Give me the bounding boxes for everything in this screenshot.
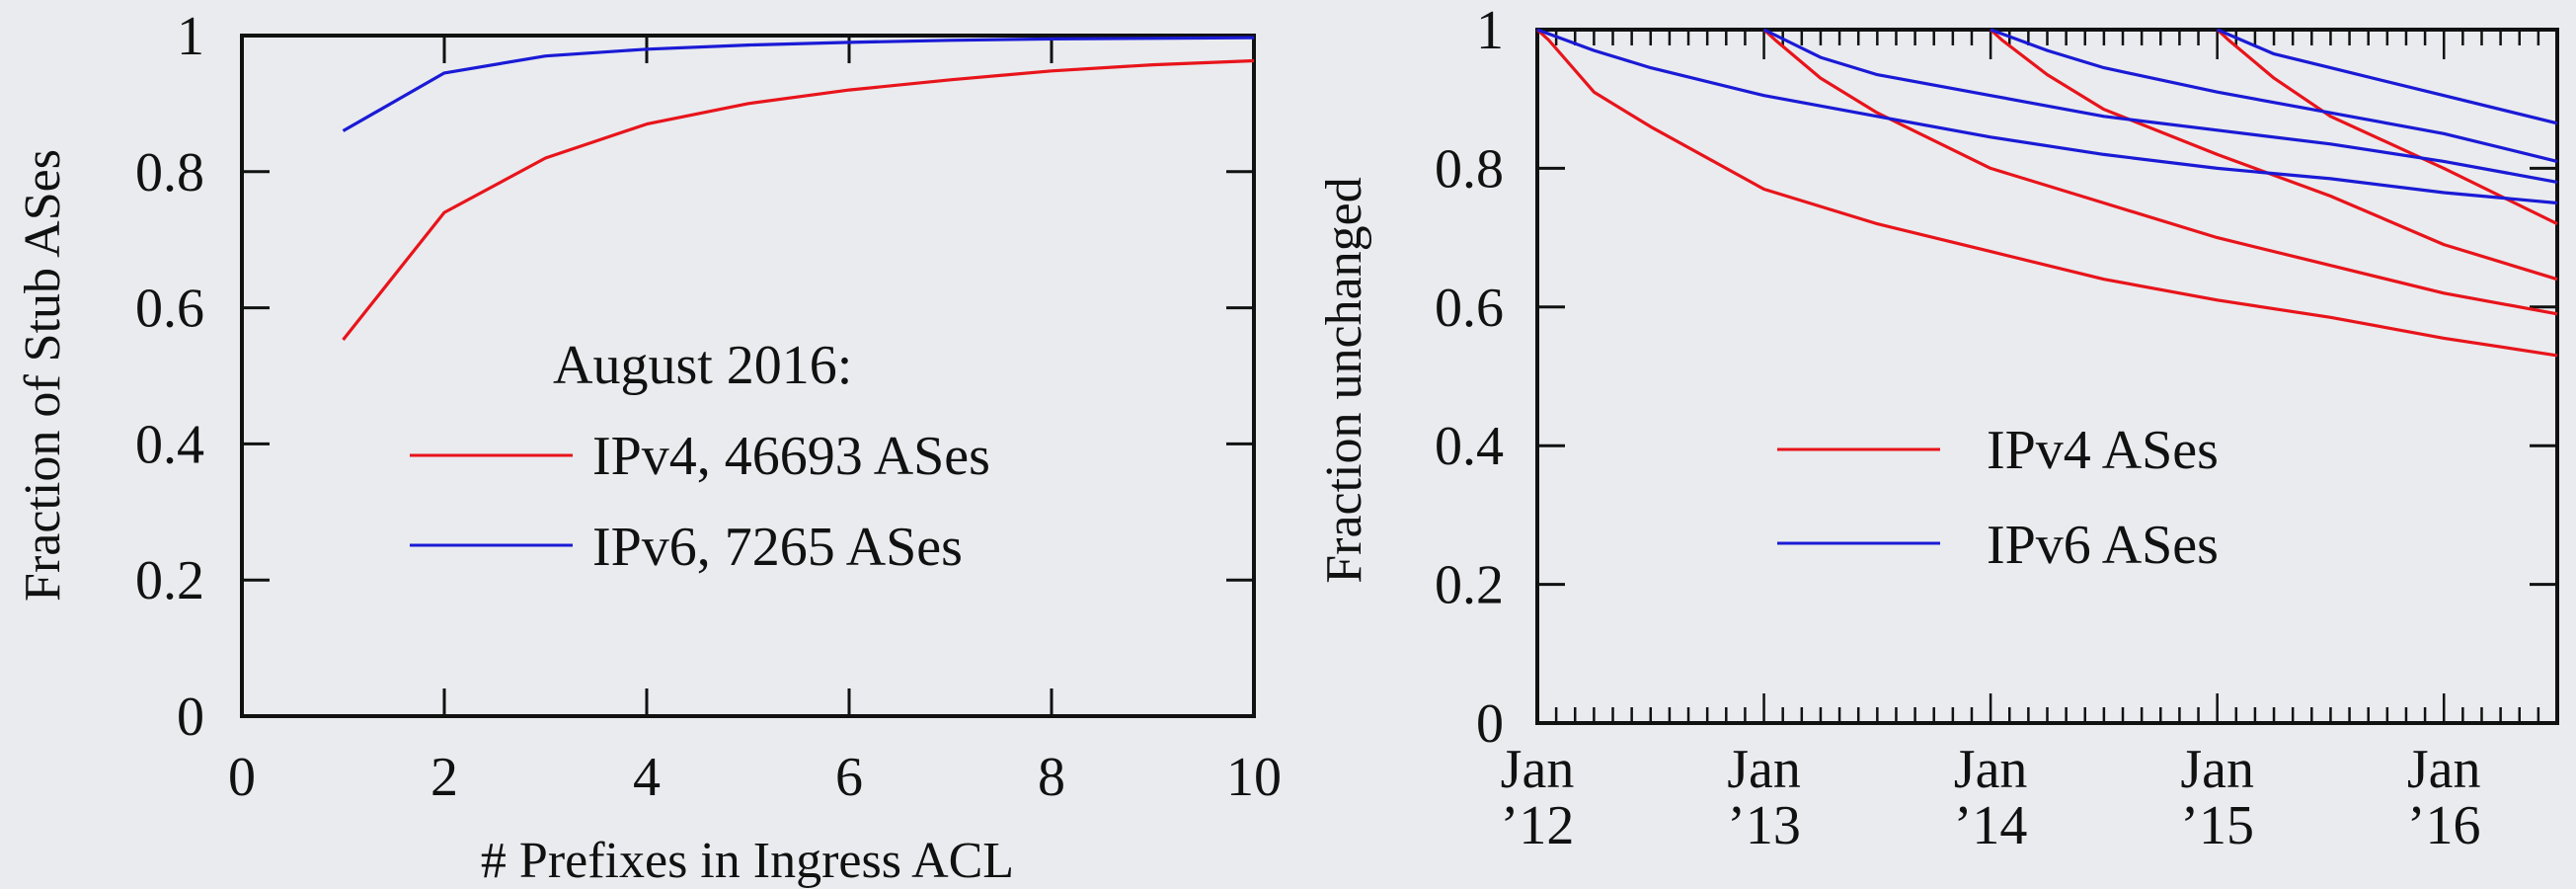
chart2-y-tick-label: 0.2 xyxy=(1435,555,1504,616)
chart2-x-tick-label-year: ’14 xyxy=(1954,795,2028,856)
chart2-y-tick-label: 0.4 xyxy=(1435,416,1504,477)
chart1-series-line-ipv6 xyxy=(342,36,1255,132)
chart1-x-tick-label: 10 xyxy=(1226,747,1282,808)
chart2-series xyxy=(1535,28,2558,358)
chart2-x-tick-label-month: Jan xyxy=(2407,739,2481,800)
chart1-x-tick-label: 2 xyxy=(430,747,458,808)
chart2-series-line-ipv4-2014-01 xyxy=(1990,28,2558,282)
chart1-legend-label-ipv4: IPv4, 46693 ASes xyxy=(592,426,990,487)
chart1-series xyxy=(342,36,1255,341)
chart2-series-line-ipv6-2015-01 xyxy=(2217,28,2558,125)
chart2-y-axis: 0 0.2 0.4 0.6 0.8 1 xyxy=(1435,0,2557,755)
chart2-x-tick-label-month: Jan xyxy=(2180,739,2254,800)
chart2-x-tick-label-year: ’12 xyxy=(1501,795,1575,856)
chart1-x-tick-label: 0 xyxy=(228,747,256,808)
chart1-frame xyxy=(240,34,1256,718)
chart2-series-line-ipv4-2012-01 xyxy=(1535,28,2558,358)
chart2-y-tick-label: 1 xyxy=(1476,0,1504,61)
chart2-y-tick-label: 0.8 xyxy=(1435,138,1504,200)
chart1-y-axis: 0 0.2 0.4 0.6 0.8 1 xyxy=(135,6,1254,748)
chart2-series-line-ipv6-2014-01 xyxy=(1990,28,2558,163)
chart2-x-tick-label-month: Jan xyxy=(1727,739,1801,800)
chart1-y-tick-label: 1 xyxy=(177,6,204,67)
chart1-x-tick-label: 4 xyxy=(633,747,661,808)
chart2-x-tick-label-month: Jan xyxy=(1501,739,1575,800)
chart2-series-line-ipv6-2012-01 xyxy=(1536,28,2558,205)
chart1-legend-label-ipv6: IPv6, 7265 ASes xyxy=(592,517,963,578)
chart2-legend: IPv4 ASes IPv6 ASes xyxy=(1777,420,2219,576)
chart1-y-axis-title: Fraction of Stub ASes xyxy=(15,149,71,602)
chart2-y-tick-label: 0 xyxy=(1476,693,1504,755)
chart1-y-tick-label: 0.4 xyxy=(135,414,204,475)
chart2-x-tick-label-year: ’13 xyxy=(1727,795,1801,856)
chart1-x-tick-label: 6 xyxy=(835,747,863,808)
chart2-y-axis-title: Fraction unchanged xyxy=(1316,177,1372,584)
chart2-series-line-ipv4-2013-01 xyxy=(1762,28,2558,316)
chart-fraction-unchanged: 00.20.40.60.81 Jan’12Jan’13Jan’14Jan’15J… xyxy=(1316,0,2559,856)
chart-prefixes-acl: 0 0.2 0.4 0.6 0.8 1 0 2 4 6 8 10 # Prefixes in Ing… xyxy=(15,6,1282,889)
chart2-legend-label-ipv4: IPv4 ASes xyxy=(1987,420,2219,481)
chart2-x-tick-label-month: Jan xyxy=(1954,739,2028,800)
chart1-y-tick-label: 0.2 xyxy=(135,550,204,611)
chart1-legend: August 2016: IPv4, 46693 ASes IPv6, 7265… xyxy=(410,335,990,578)
chart1-x-axis-title: # Prefixes in Ingress ACL xyxy=(481,833,1014,889)
chart1-legend-title: August 2016: xyxy=(553,335,852,396)
chart2-y-tick-label: 0.6 xyxy=(1435,278,1504,339)
chart2-x-tick-label-year: ’15 xyxy=(2180,795,2254,856)
chart1-x-tick-label: 8 xyxy=(1038,747,1065,808)
chart1-y-tick-label: 0.6 xyxy=(135,279,204,340)
chart2-legend-label-ipv6: IPv6 ASes xyxy=(1987,515,2219,576)
chart1-y-tick-label: 0 xyxy=(177,687,204,748)
chart2-series-line-ipv6-2013-01 xyxy=(1762,28,2558,184)
chart2-x-tick-label-year: ’16 xyxy=(2407,795,2481,856)
chart2-series-line-ipv4-2015-01 xyxy=(2216,28,2558,226)
chart1-series-line-ipv4 xyxy=(342,58,1255,341)
chart1-y-tick-label: 0.8 xyxy=(135,142,204,203)
chart1-x-axis: 0 2 4 6 8 10 xyxy=(228,36,1282,808)
